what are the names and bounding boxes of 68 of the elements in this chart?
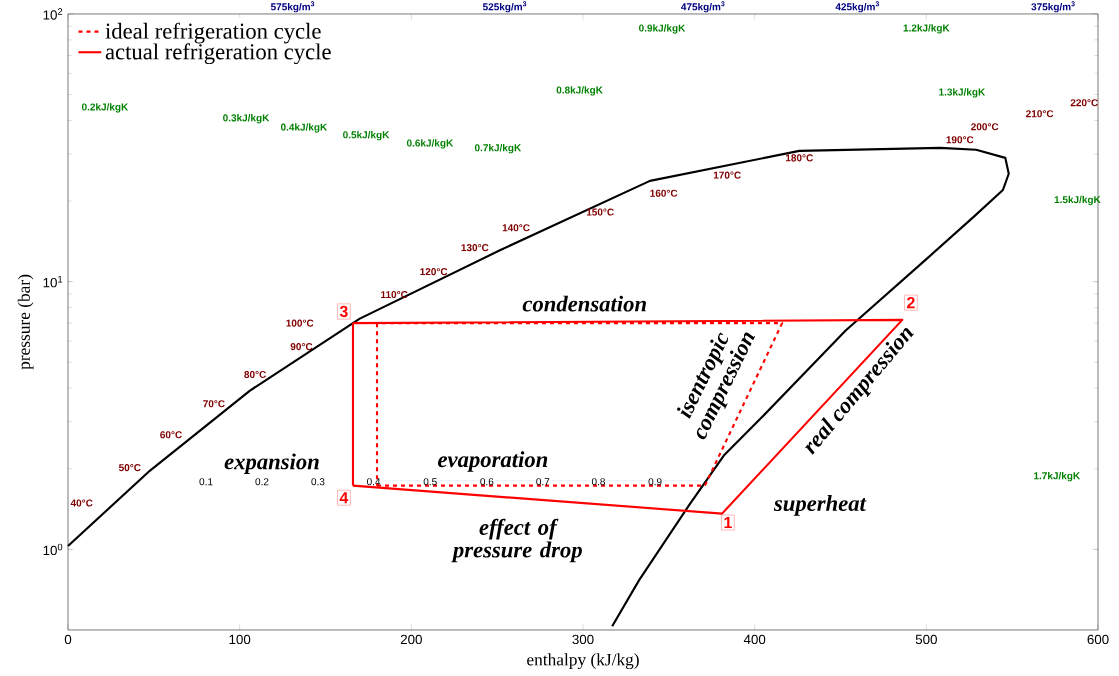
annotation: 50°C: [118, 464, 141, 472]
annotation: 0.6: [480, 478, 494, 486]
annotation: effect of pressure drop: [451, 518, 582, 563]
text: 525kg/m$^{3}$: [482, 1, 527, 13]
annotation: 110°C: [381, 291, 408, 299]
annotation: 0.4: [367, 478, 381, 486]
annotation: 0.9: [648, 478, 662, 486]
text: 375kg/m$^{3}$: [1031, 1, 1075, 13]
text: 475kg/m$^{3}$: [681, 1, 725, 13]
text: 425kg/m$^{3}$: [835, 1, 880, 13]
annotation: 0.1: [199, 478, 213, 486]
annotation: 4: [339, 492, 349, 504]
annotation: 60°C: [160, 431, 182, 439]
x-tick-label: 200: [400, 634, 422, 645]
annotation: 3: [339, 305, 348, 318]
annotation: expansion: [224, 453, 319, 474]
annotation: 0.7: [536, 478, 550, 486]
annotation: condensation: [522, 295, 646, 312]
annotation: 1: [724, 517, 732, 529]
legend-label: actual refrigeration cycle: [105, 43, 331, 65]
annotation: 0.2: [255, 478, 269, 486]
annotation: 40°C: [70, 499, 93, 507]
annotation: 70°C: [203, 400, 225, 408]
x-axis-title: enthalpy (kJ/kg): [527, 653, 639, 670]
y-axis-title: pressure (bar): [17, 274, 34, 370]
annotation: 0.8kJ/kgK: [556, 86, 603, 96]
annotation: 0.4kJ/kgK: [280, 123, 328, 133]
annotation: 1.7kJ/kgK: [1034, 471, 1081, 482]
annotation: 0.5kJ/kgK: [343, 131, 390, 141]
annotation: 0.8: [591, 478, 605, 486]
y-tick-label: 10$^{0}$: [43, 543, 63, 556]
annotation: 1.3kJ/kgK: [939, 88, 986, 98]
annotation: 180°C: [785, 154, 813, 162]
annotation: 210°C: [1026, 110, 1054, 118]
annotation: 140°C: [502, 224, 530, 232]
annotation: 0.3: [311, 478, 325, 486]
annotation: 90°C: [290, 343, 313, 351]
annotation: 0.5: [423, 478, 437, 486]
annotation: 0.7kJ/kgK: [474, 143, 522, 154]
annotation: 80°C: [244, 370, 267, 379]
legend-label: ideal refrigeration cycle: [105, 22, 321, 44]
annotation: 0.9kJ/kgK: [639, 24, 686, 34]
annotation: 0.3kJ/kgK: [223, 114, 270, 124]
x-tick-label: 600: [1087, 634, 1109, 645]
x-tick-label: 0: [64, 634, 72, 645]
annotation: 100°C: [286, 319, 314, 327]
y-tick-label: 10$^{2}$: [43, 8, 63, 20]
annotation: 160°C: [650, 189, 678, 197]
annotation: 150°C: [586, 208, 614, 216]
annotation: 220°C: [1070, 99, 1098, 107]
annotation: 0.2kJ/kgK: [81, 103, 129, 113]
x-tick-label: 100: [229, 634, 251, 645]
annotation: evaporation: [438, 451, 548, 472]
annotation: 200°C: [971, 123, 999, 131]
annotation: superheat: [773, 495, 867, 516]
annotation: 1.5kJ/kgK: [1054, 195, 1101, 206]
text: 575kg/m$^{3}$: [270, 1, 315, 13]
annotation: 190°C: [946, 136, 974, 144]
annotation: 170°C: [713, 171, 741, 179]
x-tick-label: 300: [572, 634, 594, 645]
annotation: 120°C: [420, 268, 448, 276]
annotation: 2: [907, 297, 915, 309]
annotation: 0.6kJ/kgK: [406, 139, 454, 149]
annotation: 1.2kJ/kgK: [903, 24, 950, 34]
y-tick-label: 10$^{1}$: [43, 275, 63, 288]
x-tick-label: 400: [743, 634, 766, 645]
x-tick-label: 500: [915, 634, 937, 645]
annotation: 130°C: [461, 244, 489, 252]
